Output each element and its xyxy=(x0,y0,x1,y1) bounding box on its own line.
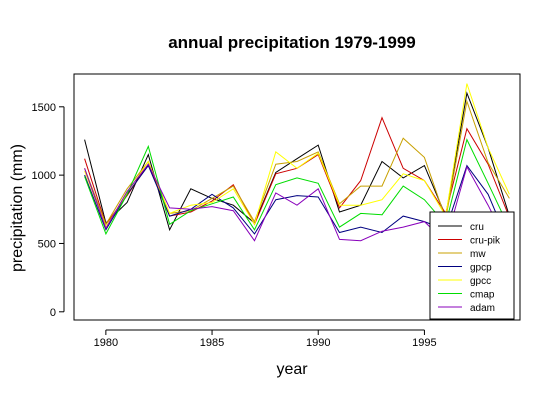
x-tick-label: 1995 xyxy=(412,337,436,349)
x-tick-label: 1980 xyxy=(94,337,118,349)
legend: cru cru-pik mw gpcp gpcc cmap adam xyxy=(429,211,515,320)
legend-label-gpcc: gpcc xyxy=(470,276,491,287)
y-axis-label: precipitation (mm) xyxy=(9,144,26,272)
y-tick-label: 0 xyxy=(50,307,56,319)
legend-label-gpcp: gpcp xyxy=(470,263,492,274)
y-tick-label: 1500 xyxy=(32,102,56,114)
x-tick-label: 1990 xyxy=(306,337,330,349)
legend-label-adam: adam xyxy=(470,303,495,314)
legend-label-cmap: cmap xyxy=(470,290,495,301)
series-line-cru-pik xyxy=(84,116,510,226)
x-tick-label: 1985 xyxy=(200,337,224,349)
legend-label-mw: mw xyxy=(470,249,486,260)
y-tick-label: 1000 xyxy=(32,170,56,182)
plot-frame xyxy=(73,73,521,321)
legend-label-cru: cru xyxy=(470,222,484,233)
x-axis: 1980 1985 1990 1995 xyxy=(94,329,437,349)
y-tick-label: 500 xyxy=(38,238,56,250)
chart-title: annual precipitation 1979-1999 xyxy=(168,33,416,52)
y-axis: 0 500 1000 1500 xyxy=(32,102,65,319)
x-axis-label: year xyxy=(276,361,308,378)
legend-box xyxy=(429,211,515,320)
legend-label-cru-pik: cru-pik xyxy=(470,236,501,247)
